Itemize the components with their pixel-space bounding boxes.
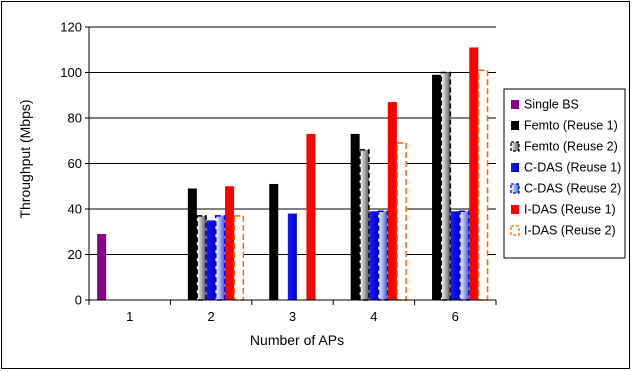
x-tick-labels: 1 2 3 4 6 <box>126 309 459 324</box>
gridlines <box>85 26 496 301</box>
legend-label-i-das-reuse-2: I-DAS (Reuse 2) <box>524 224 616 238</box>
y-tick-label: 120 <box>60 20 82 35</box>
legend-label-i-das-reuse-1: I-DAS (Reuse 1) <box>524 203 616 217</box>
legend-label-single-bs: Single BS <box>524 98 579 112</box>
legend-swatch-femto-reuse-2 <box>510 141 520 152</box>
y-tick-label: 60 <box>68 156 82 171</box>
legend-box <box>503 88 626 259</box>
bar-c-das-reuse-1-4 <box>369 211 379 300</box>
bar-i-das-reuse-2-6 <box>477 69 489 301</box>
legend-swatch-i-das-reuse-1 <box>511 205 519 214</box>
bar-femto-reuse-2-2 <box>196 215 207 301</box>
y-tick-label: 80 <box>68 111 82 126</box>
bar-c-das-reuse-1-2 <box>206 220 216 300</box>
x-tick-label: 4 <box>370 309 377 324</box>
legend-label-c-das-reuse-2: C-DAS (Reuse 2) <box>524 182 621 196</box>
bar-i-das-reuse-1-4 <box>387 102 397 300</box>
bar-femto-reuse-1-2 <box>187 188 197 300</box>
y-tick-label: 20 <box>68 247 82 262</box>
legend-swatch-femto-reuse-1 <box>511 121 519 130</box>
legend-swatch-i-das-reuse-2 <box>510 225 520 236</box>
bar-i-das-reuse-2-4 <box>396 142 407 301</box>
bar-femto-reuse-1-3 <box>269 183 279 300</box>
x-tick-label: 1 <box>126 309 133 324</box>
x-axis-label: Number of APs <box>250 332 344 348</box>
y-tick-label: 40 <box>68 202 82 217</box>
legend-label-c-das-reuse-1: C-DAS (Reuse 1) <box>524 161 621 175</box>
bar-femto-reuse-2-6 <box>440 71 452 301</box>
x-tick-label: 2 <box>207 309 214 324</box>
y-tick-label: 0 <box>75 293 82 308</box>
y-tick-label: 100 <box>60 65 82 80</box>
bar-femto-reuse-1-6 <box>432 74 442 301</box>
legend-swatch-c-das-reuse-1 <box>511 163 519 172</box>
bar-c-das-reuse-2-2 <box>215 215 226 301</box>
axes <box>88 27 497 305</box>
bar-c-das-reuse-2-6 <box>459 210 470 301</box>
bar-i-das-reuse-1-6 <box>469 47 479 300</box>
bar-c-das-reuse-1-3 <box>287 213 297 300</box>
x-tick-label: 3 <box>289 309 296 324</box>
legend: Single BS Femto (Reuse 1) Femto (Reuse 2) C… <box>503 88 626 259</box>
y-tick-labels: 0 20 40 60 80 100 120 <box>60 20 82 308</box>
bars <box>97 47 489 301</box>
legend-swatch-c-das-reuse-2 <box>510 183 520 194</box>
y-axis-label: Throughput (Mbps) <box>17 99 33 218</box>
bar-i-das-reuse-1-2 <box>225 186 235 300</box>
legend-swatch-single-bs <box>511 100 519 109</box>
bar-c-das-reuse-1-6 <box>450 211 460 300</box>
bar-single-bs-1 <box>97 234 107 300</box>
bar-femto-reuse-2-4 <box>359 149 370 301</box>
bar-i-das-reuse-1-3 <box>306 133 316 300</box>
bar-c-das-reuse-2-4 <box>377 210 389 301</box>
legend-label-femto-reuse-1: Femto (Reuse 1) <box>524 119 618 133</box>
bar-femto-reuse-1-4 <box>350 133 360 300</box>
bar-i-das-reuse-2-2 <box>233 215 245 301</box>
legend-label-femto-reuse-2: Femto (Reuse 2) <box>524 140 618 154</box>
x-tick-label: 6 <box>452 309 459 324</box>
